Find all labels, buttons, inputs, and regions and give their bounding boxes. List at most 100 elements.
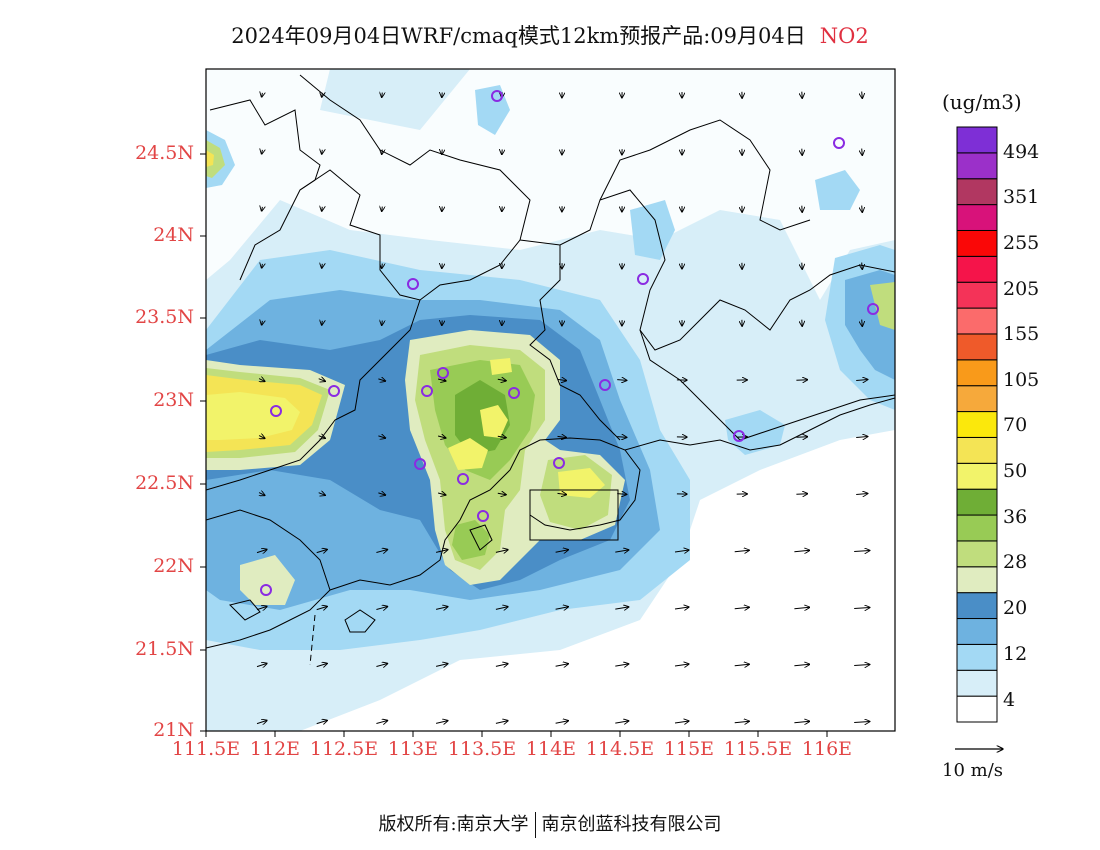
wind-arrow: [615, 550, 628, 552]
colorbar-swatch: [956, 385, 998, 413]
wind-arrow: [262, 321, 263, 325]
wind-arrow: [862, 148, 863, 156]
level-40-a: [480, 405, 508, 438]
colorbar-label: 20: [1003, 597, 1028, 619]
colorbar-swatch: [956, 359, 998, 387]
wind-arrow: [794, 721, 809, 722]
footer-left: 版权所有:南京大学: [378, 814, 529, 835]
wind-arrow: [322, 93, 323, 97]
title-text: 2024年09月04日WRF/cmaq模式12km预报产品:09月04日: [231, 24, 806, 48]
boundary-line: [599, 119, 811, 231]
colorbar-swatch: [956, 333, 998, 361]
station-marker: [407, 278, 419, 290]
colorbar-label: 494: [1003, 141, 1040, 163]
colorbar-label: 36: [1003, 506, 1028, 528]
colorbar-swatch: [956, 281, 998, 309]
concentration-field: [206, 69, 895, 731]
wind-arrow: [734, 664, 750, 666]
colorbar: [956, 126, 998, 723]
wind-arrow: [856, 437, 868, 438]
wind-arrow: [674, 664, 689, 666]
boundary-line: [209, 99, 321, 281]
wind-arrow: [555, 607, 569, 610]
boundary-line: [519, 189, 895, 351]
cell-n2: [630, 200, 675, 260]
lon-label: 112E: [249, 738, 301, 760]
wind-arrow: [322, 150, 323, 154]
wind-arrow: [256, 663, 267, 666]
colorbar-swatch: [956, 411, 998, 438]
wind-arrow: [256, 606, 267, 609]
wind-arrow: [734, 721, 750, 723]
wind-arrow: [382, 321, 383, 326]
colorbar-swatch: [956, 592, 998, 620]
footer-separator: [534, 812, 536, 838]
station-marker: [833, 137, 845, 149]
wind-arrow: [316, 606, 328, 609]
station-marker: [437, 367, 449, 379]
lat-label: 24.5N: [135, 142, 194, 164]
wind-arrow: [316, 720, 328, 723]
wind-arrow: [617, 494, 627, 495]
wind-arrow: [854, 722, 870, 723]
lat-label: 21N: [153, 719, 194, 741]
wind-arrow: [259, 379, 265, 382]
wind-arrow: [617, 437, 627, 438]
colorbar-label: 28: [1003, 551, 1028, 573]
cell-nw-c: [206, 150, 214, 167]
colorbar-label: 4: [1003, 689, 1016, 711]
station-marker: [457, 473, 469, 485]
cell-ne: [815, 170, 860, 210]
footer-right: 南京创蓝科技有限公司: [541, 814, 722, 835]
wind-arrow: [256, 720, 267, 723]
region-box: [529, 489, 619, 541]
wind-arrow: [376, 664, 387, 667]
wind-arrow: [495, 550, 508, 553]
lon-label: 113.5E: [447, 738, 517, 760]
dashed-boundary: [309, 614, 316, 666]
wind-arrow: [794, 607, 809, 608]
island: [229, 599, 261, 621]
level-40-b: [448, 438, 488, 470]
wind-arrow: [322, 207, 323, 211]
clean-air-north: [206, 69, 895, 300]
wind-arrow: [854, 665, 870, 666]
station-markers: [260, 90, 879, 596]
station-marker: [491, 90, 503, 102]
lon-label: 115E: [663, 738, 715, 760]
colorbar-label: 105: [1003, 369, 1040, 391]
station-marker: [637, 273, 649, 285]
lat-label: 21.5N: [135, 638, 194, 660]
wind-arrow: [259, 493, 265, 496]
wind-arrow: [495, 721, 508, 724]
station-marker: [477, 510, 489, 522]
wind-arrow: [862, 205, 863, 213]
wind-arrow: [497, 436, 506, 438]
lat-label: 24N: [153, 224, 194, 246]
colorbar-swatch: [956, 204, 998, 231]
wind-arrow: [555, 721, 569, 724]
wind-arrow: [376, 607, 387, 610]
wind-arrow: [674, 721, 689, 723]
colorbar-swatch: [956, 695, 998, 723]
cell-sw: [240, 555, 295, 605]
wind-arrow: [382, 207, 383, 212]
wind-arrow: [322, 321, 323, 325]
lat-label: 23.5N: [135, 306, 194, 328]
wind-arrow: [615, 607, 628, 609]
wind-arrow: [435, 664, 448, 667]
wind-arrow: [615, 721, 628, 723]
colorbar-swatch: [956, 462, 998, 490]
lon-label: 114E: [525, 738, 577, 760]
colorbar-swatch: [956, 126, 998, 154]
wind-arrow: [555, 664, 569, 667]
wind-arrow: [854, 551, 870, 552]
wind-arrow: [262, 207, 263, 211]
wind-arrow: [256, 549, 267, 552]
lon-label: 114.5E: [585, 738, 655, 760]
island: [469, 524, 493, 551]
wind-arrow: [378, 493, 385, 495]
wind-arrow: [854, 608, 870, 609]
wind-arrow: [376, 550, 387, 553]
